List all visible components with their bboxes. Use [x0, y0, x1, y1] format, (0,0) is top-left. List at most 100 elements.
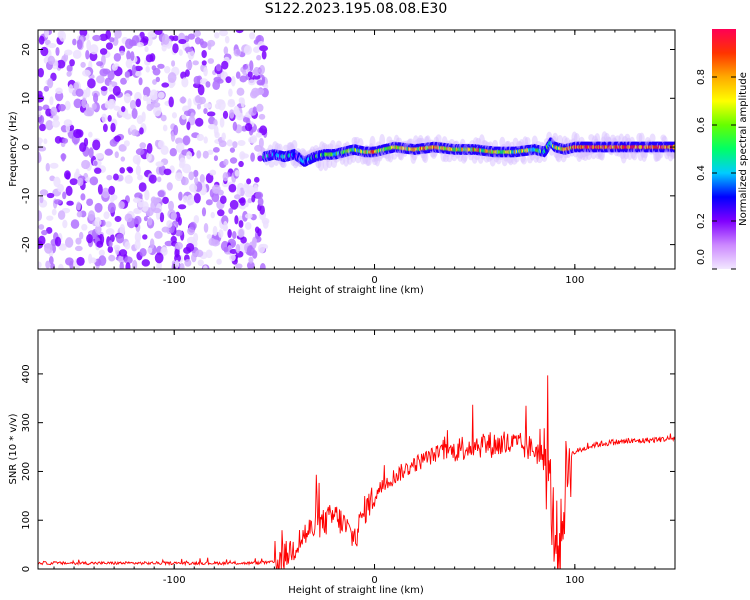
noise-blob [232, 141, 238, 149]
noise-blob [43, 85, 50, 92]
noise-blob [96, 61, 104, 67]
noise-blob [237, 140, 246, 146]
noise-blob [153, 105, 162, 117]
spectrogram-y-label: Frequency (Hz) [8, 111, 19, 187]
noise-blob [223, 46, 229, 55]
spectrogram-y-axis: -20 -10 0 10 20 [21, 43, 675, 253]
noise-blob [249, 32, 256, 40]
noise-blob [39, 195, 44, 204]
noise-blob [114, 30, 122, 39]
noise-blob [228, 207, 234, 215]
noise-blob [235, 112, 244, 121]
noise-blob [120, 156, 126, 162]
signal-halo [520, 155, 527, 165]
noise-blob [76, 201, 81, 211]
noise-blob [173, 124, 179, 136]
signal-halo [379, 134, 386, 148]
noise-blob [125, 262, 131, 269]
noise-blob [89, 176, 99, 186]
noise-blob [46, 215, 54, 221]
noise-blob [234, 194, 241, 200]
noise-blob [87, 78, 96, 89]
snr-x-tick-label: 100 [565, 575, 584, 586]
noise-blob [244, 222, 252, 230]
noise-blob [43, 243, 52, 249]
noise-blob [123, 93, 132, 104]
noise-blob [223, 246, 229, 253]
noise-blob [193, 193, 201, 204]
noise-blob [64, 49, 73, 56]
noise-blob [229, 147, 236, 153]
noise-blob [244, 122, 253, 132]
noise-blob [132, 259, 138, 269]
noise-blob [131, 108, 138, 119]
noise-blob [247, 71, 253, 78]
noise-blob [233, 48, 242, 57]
noise-blob [164, 66, 171, 74]
noise-blob [175, 241, 183, 250]
noise-blob [225, 76, 232, 84]
snr-background [38, 330, 675, 569]
noise-blob [157, 63, 165, 69]
noise-blob [94, 217, 102, 227]
noise-blob [203, 265, 208, 269]
noise-blob [77, 177, 84, 187]
signal-halo [335, 140, 342, 150]
noise-blob [109, 98, 116, 108]
noise-blob [108, 240, 113, 248]
noise-blob [95, 153, 105, 159]
colorbar-tick-label: 0.4 [696, 165, 707, 181]
noise-blob [107, 202, 116, 214]
noise-blob [48, 256, 54, 265]
noise-blob [250, 152, 255, 162]
spectrogram-y-tick-label: -20 [21, 236, 32, 252]
noise-blob [195, 249, 204, 258]
noise-blob [73, 98, 82, 109]
noise-blob [192, 82, 201, 89]
snr-x-tick-label: -100 [163, 575, 186, 586]
noise-blob [166, 220, 173, 228]
noise-blob [208, 238, 216, 246]
noise-blob [76, 256, 85, 266]
noise-blob [253, 184, 259, 194]
snr-frame [37, 329, 676, 570]
noise-blob [229, 254, 236, 262]
noise-blob [255, 132, 263, 138]
noise-blob [229, 199, 239, 210]
noise-blob [114, 215, 122, 223]
noise-blob [203, 103, 212, 109]
noise-blob [110, 122, 116, 133]
noise-blob [155, 76, 161, 83]
spectrogram-x-axis: -100 0 100 [53, 30, 676, 286]
noise-blob [40, 46, 49, 57]
snr-y-tick-label: 200 [21, 462, 32, 481]
noise-blob [45, 260, 51, 269]
noise-blob [134, 65, 143, 72]
noise-blob [243, 184, 250, 193]
noise-blob [124, 71, 131, 78]
noise-blob [193, 232, 199, 243]
noise-blob [117, 174, 124, 182]
noise-blob [39, 189, 49, 196]
noise-blob [154, 252, 164, 264]
noise-blob [184, 259, 192, 267]
noise-blob [205, 249, 213, 259]
noise-blob [148, 174, 157, 184]
noise-blob [259, 64, 265, 75]
noise-blob [219, 30, 228, 37]
noise-blob [259, 125, 268, 136]
noise-blob [106, 174, 113, 181]
noise-blob [62, 137, 69, 144]
noise-blob [107, 114, 112, 122]
noise-blob [257, 155, 264, 162]
noise-blob [201, 207, 207, 217]
noise-blob [152, 67, 161, 76]
noise-blob [196, 133, 204, 141]
noise-blob [218, 229, 224, 238]
noise-blob [66, 64, 73, 72]
snr-y-label: SNR (10 * v/v) [8, 413, 19, 484]
noise-blob [179, 96, 187, 104]
noise-blob [78, 231, 84, 240]
noise-blob [124, 213, 133, 223]
noise-blob [182, 135, 191, 146]
